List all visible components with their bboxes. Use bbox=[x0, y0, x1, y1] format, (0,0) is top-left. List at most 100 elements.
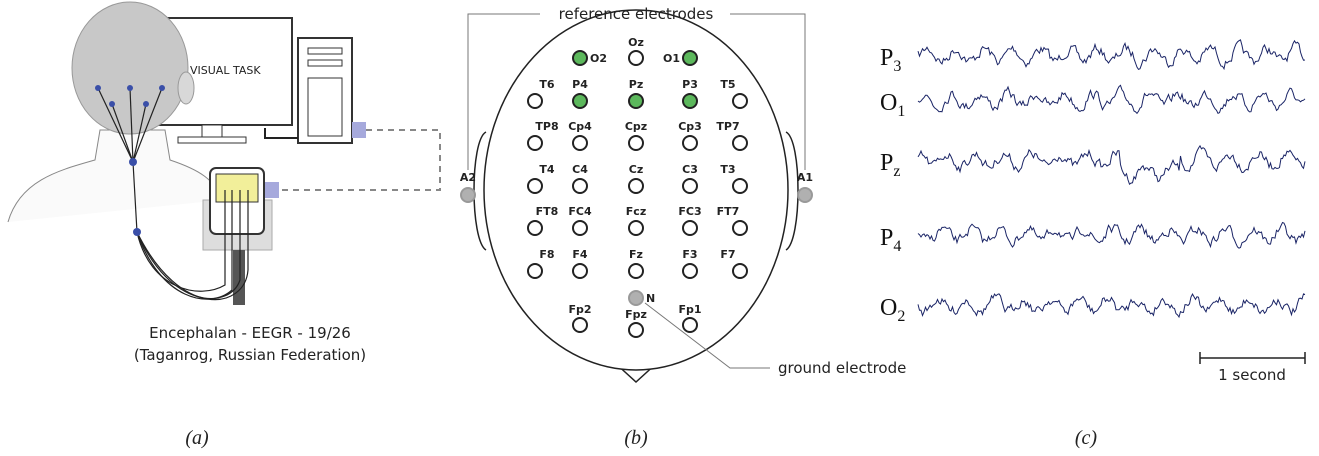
channel-letter: P bbox=[880, 150, 893, 176]
shoulders bbox=[8, 130, 222, 222]
channel-label: Pz bbox=[880, 150, 900, 180]
electrode bbox=[573, 179, 587, 193]
caption: (c) bbox=[1075, 427, 1098, 449]
eeg-trace bbox=[918, 85, 1305, 113]
electrode-map: reference electrodes ground electrode (b… bbox=[460, 5, 906, 449]
channel-letter: P bbox=[880, 225, 893, 251]
eeg-trace bbox=[918, 40, 1305, 70]
electrode-label: TP8 bbox=[535, 120, 558, 133]
monitor-base bbox=[178, 137, 246, 143]
electrode bbox=[733, 179, 747, 193]
usb-port bbox=[265, 182, 279, 198]
electrode bbox=[573, 318, 587, 332]
electrode bbox=[683, 221, 697, 235]
electrode bbox=[629, 179, 643, 193]
channel-label: O2 bbox=[880, 295, 905, 325]
electrode-label: P4 bbox=[572, 78, 588, 91]
reference-label: reference electrodes bbox=[559, 5, 714, 23]
channel-label: P4 bbox=[880, 225, 901, 255]
usb-port bbox=[352, 122, 366, 138]
electrode bbox=[733, 94, 747, 108]
electrode bbox=[683, 51, 697, 65]
electrode bbox=[573, 94, 587, 108]
amplifier-panel bbox=[216, 174, 258, 202]
electrode bbox=[733, 264, 747, 278]
electrode bbox=[733, 136, 747, 150]
electrode bbox=[528, 264, 542, 278]
electrode-label: F3 bbox=[682, 248, 697, 261]
stand-pole bbox=[233, 250, 245, 305]
electrode bbox=[528, 136, 542, 150]
head bbox=[72, 2, 188, 134]
electrode-label: Fpz bbox=[625, 308, 647, 321]
caption: (b) bbox=[624, 427, 648, 449]
electrode-label: P3 bbox=[682, 78, 698, 91]
electrode-label: FT7 bbox=[717, 205, 740, 218]
electrode-label: Cz bbox=[629, 163, 643, 176]
channel-label: P3 bbox=[880, 45, 901, 75]
electrode-label: Oz bbox=[628, 36, 644, 49]
electrode bbox=[683, 318, 697, 332]
device-location: (Taganrog, Russian Federation) bbox=[134, 346, 366, 364]
electrode-label: FC4 bbox=[568, 205, 592, 218]
channel-subscript: 4 bbox=[893, 238, 901, 255]
electrode-label: F8 bbox=[539, 248, 554, 261]
channel-label: O1 bbox=[880, 90, 905, 120]
electrode-label: T6 bbox=[539, 78, 555, 91]
electrode-label: N bbox=[646, 292, 655, 305]
electrode bbox=[629, 51, 643, 65]
electrode-label: Cp4 bbox=[568, 120, 592, 133]
electrode bbox=[573, 264, 587, 278]
ground-label: ground electrode bbox=[778, 359, 906, 377]
electrode bbox=[629, 136, 643, 150]
electrode-label: Fp1 bbox=[678, 303, 701, 316]
electrode-label: Cpz bbox=[625, 120, 647, 133]
tower-panel bbox=[308, 78, 342, 136]
scale-bar bbox=[1200, 352, 1305, 364]
electrode-label: Fp2 bbox=[568, 303, 591, 316]
electrode-label: F4 bbox=[572, 248, 588, 261]
scale-label: 1 second bbox=[1218, 366, 1286, 384]
cable bbox=[265, 128, 298, 138]
electrode bbox=[573, 51, 587, 65]
electrode bbox=[461, 188, 475, 202]
electrode-label: T4 bbox=[539, 163, 555, 176]
setup-illustration: VISUAL TASK Encephalan - EEGR - 19/26 (T… bbox=[8, 2, 440, 449]
electrode bbox=[528, 221, 542, 235]
electrode bbox=[528, 94, 542, 108]
channel-letter: O bbox=[880, 295, 897, 321]
electrode-label: C3 bbox=[682, 163, 698, 176]
caption: (a) bbox=[185, 427, 209, 449]
drive-bay bbox=[308, 48, 342, 54]
channel-subscript: 3 bbox=[893, 58, 901, 75]
electrode-label: TP7 bbox=[716, 120, 739, 133]
electrode bbox=[629, 221, 643, 235]
channel-subscript: 2 bbox=[897, 308, 905, 325]
electrode-label: C4 bbox=[572, 163, 588, 176]
electrode-label: Fcz bbox=[626, 205, 646, 218]
electrode-label: Cp3 bbox=[678, 120, 702, 133]
electrode bbox=[683, 136, 697, 150]
channel-subscript: 1 bbox=[897, 103, 905, 120]
electrode bbox=[629, 291, 643, 305]
electrode bbox=[629, 94, 643, 108]
electrode bbox=[683, 94, 697, 108]
electrode-label: A1 bbox=[797, 171, 813, 184]
electrode-label: F7 bbox=[720, 248, 735, 261]
eeg-trace bbox=[918, 146, 1305, 184]
device-name: Encephalan - EEGR - 19/26 bbox=[149, 324, 351, 342]
eeg-trace bbox=[918, 294, 1305, 317]
channel-subscript: z bbox=[893, 163, 900, 180]
electrode-label: FT8 bbox=[536, 205, 559, 218]
drive-bay bbox=[308, 60, 342, 66]
electrode-label: O2 bbox=[590, 52, 607, 65]
electrode-label: Pz bbox=[629, 78, 643, 91]
electrode bbox=[798, 188, 812, 202]
electrode-label: T5 bbox=[720, 78, 735, 91]
monitor-stand bbox=[202, 125, 222, 137]
electrode-label: O1 bbox=[663, 52, 680, 65]
electrode-label: FC3 bbox=[678, 205, 701, 218]
channel-letter: P bbox=[880, 45, 893, 71]
electrode bbox=[573, 136, 587, 150]
